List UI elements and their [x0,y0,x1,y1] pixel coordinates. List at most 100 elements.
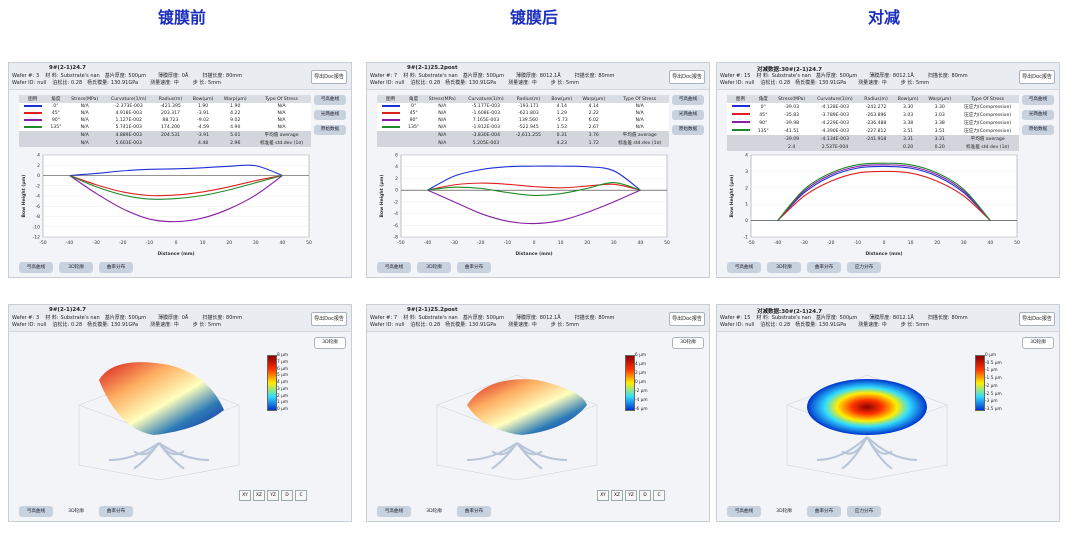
bottom-tab[interactable]: 弓高曲线 [377,506,411,517]
table-cell-sd-type: 标准差 std.dev (1σ) [956,143,1019,151]
bottom-tab[interactable]: 3D轮廓 [776,509,792,514]
bottom-tab[interactable]: 弓高曲线 [377,262,411,273]
view-yz-button[interactable]: YZ [625,490,637,501]
table-cell-warp: 2.67 [577,124,611,131]
step-label: 步 长: [900,80,915,86]
series-line-135° [427,181,641,196]
x-tick-label: -30 [451,240,458,246]
3d-view-button[interactable]: 3D轮廓 [672,337,704,349]
view-xy-button[interactable]: XY [239,490,251,501]
table-cell-curv: -1.608E-003 [461,110,511,117]
table-header-row: 图例 角度 Stress(MPa) Curvature(1/m) Radius(m) Bo… [19,95,311,103]
step-label: 步 长: [550,322,565,328]
table-cell-curv: -4.390E-003 [810,127,860,135]
table-cell-stress: -39.98 [772,119,811,127]
bottom-tab[interactable]: 3D轮廓 [426,509,442,514]
side-button[interactable]: 原始数据 [672,125,704,135]
bottom-tab[interactable]: 曲率分布 [807,262,841,273]
3d-view-button[interactable]: 3D轮廓 [1022,337,1054,349]
speed-value: 中 [881,322,887,328]
table-cell-angle: 0° [754,103,773,111]
view-c-button[interactable]: C [653,490,665,501]
thickness-value: 500μm [128,73,147,79]
3d-view-button[interactable]: 3D轮廓 [314,337,346,349]
bottom-tab[interactable]: 应力分布 [847,262,881,273]
legend-swatch [381,118,400,121]
series-line-135° [777,162,991,221]
table-cell-type: N/A [610,124,669,131]
bottom-tab[interactable]: 3D轮廓 [59,262,93,273]
bottom-tab[interactable]: 曲率分布 [99,262,133,273]
bottom-tab[interactable]: 弓高曲线 [727,506,761,517]
x-tick-label: 50 [1014,240,1020,246]
sample-name-text: 9#(2-1)25.2post [407,307,458,313]
material-label: 材 料: [45,73,59,79]
export-doc-button[interactable]: 导出Doc报告 [311,70,347,84]
table-cell-radius: -522.945 [510,124,547,131]
x-tick-label: -10 [146,240,153,246]
export-doc-button[interactable]: 导出Doc报告 [1019,70,1055,84]
sample-prefix: 对减数据: [757,67,782,73]
bottom-tab[interactable]: 3D轮廓 [767,262,801,273]
y-tick-label: -8 [394,235,399,241]
support-leg [158,442,185,456]
x-tick-label: 0 [533,240,536,246]
view-d-button[interactable]: D [281,490,293,501]
bottom-tab[interactable]: 曲率分布 [457,506,491,517]
export-doc-button[interactable]: 导出Doc报告 [311,312,347,326]
view-xz-button[interactable]: XZ [611,490,623,501]
side-button[interactable]: 原始数据 [1022,125,1054,135]
y-tick-label: 0 [37,173,40,179]
view-xy-button[interactable]: XY [597,490,609,501]
view-xz-button[interactable]: XZ [253,490,265,501]
bottom-tab[interactable]: 曲率分布 [99,506,133,517]
wafer-id-value: null [745,80,755,86]
table-cell-warp: 3.03 [923,111,957,119]
bottom-tab[interactable]: 3D轮廓 [68,509,84,514]
colorbar-label: 3 μm [277,386,289,392]
colorbar [267,355,277,411]
side-button[interactable]: 光两曲线 [1022,110,1054,120]
side-button[interactable]: 原始数据 [314,125,346,135]
results-table: 图例 角度 Stress(MPa) Curvature(1/m) Radius(m) Bo… [19,95,311,147]
side-button[interactable]: 光两曲线 [672,110,704,120]
header-line-1: Wafer #: 3 材 料: Substrate's nan 基片厚度: 500μm 薄膜… [12,314,242,321]
view-d-button[interactable]: D [639,490,651,501]
table-header-cell: Stress(MPa) [423,95,462,103]
bottom-tab[interactable]: 应力分布 [847,506,881,517]
legend-swatch [23,125,42,128]
colorbar-label: -2.5 μm [985,391,1002,397]
bow-chart: 420-2-4-6-8-10-12-50 -40 -30 -20 -10 0 10 20 30 4… [21,153,312,258]
export-doc-button[interactable]: 导出Doc报告 [669,312,705,326]
film-thickness-value: 8012.1Å [892,315,914,321]
poisson-label: 泊松比: [52,80,69,86]
side-button[interactable]: 光两曲线 [314,110,346,120]
table-header-cell: Curvature(1/m) [104,95,154,103]
bottom-tab[interactable]: 曲率分布 [457,262,491,273]
thickness-label: 基片厚度: [815,73,838,79]
table-cell-sd-warp: 0.20 [923,143,957,151]
x-tick-label: 30 [253,240,259,246]
side-button[interactable]: 弓高曲线 [1022,95,1054,105]
side-button[interactable]: 弓高曲线 [314,95,346,105]
table-cell-empty [377,131,405,139]
speed-value: 中 [531,322,537,328]
thickness-label: 基片厚度: [815,315,838,321]
poisson-value: 0.28 [779,322,791,328]
view-c-button[interactable]: C [295,490,307,501]
side-button[interactable]: 弓高曲线 [672,95,704,105]
bottom-tab[interactable]: 弓高曲线 [727,262,761,273]
modulus-label: 杨氏模量: [795,322,817,328]
export-doc-button[interactable]: 导出Doc报告 [1019,312,1055,326]
modulus-label: 杨氏模量: [87,322,109,328]
x-tick-label: -20 [477,240,484,246]
table-cell-radius: 203.317 [153,110,188,117]
bottom-tab[interactable]: 弓高曲线 [19,506,53,517]
view-yz-button[interactable]: YZ [267,490,279,501]
bottom-tab[interactable]: 3D轮廓 [417,262,451,273]
export-doc-button[interactable]: 导出Doc报告 [669,70,705,84]
film-thickness-value: 0Å [181,73,189,79]
bottom-tab[interactable]: 弓高曲线 [19,262,53,273]
bottom-tab[interactable]: 曲率分布 [807,506,841,517]
